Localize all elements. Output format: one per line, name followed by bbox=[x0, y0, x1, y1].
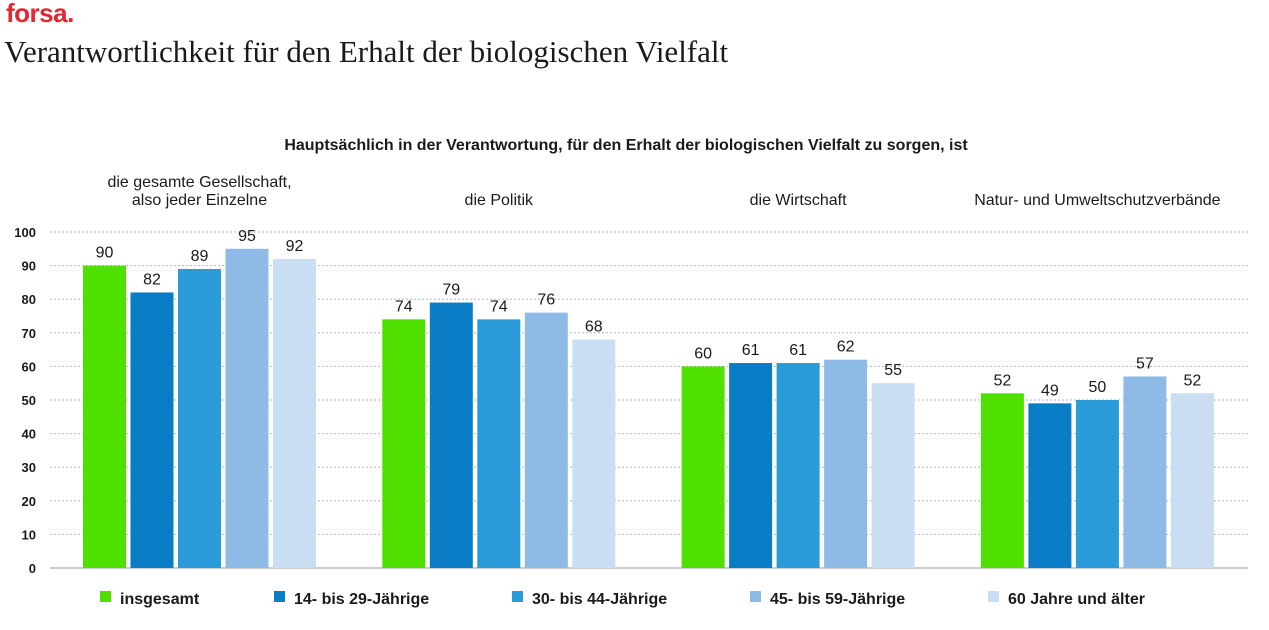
bar bbox=[776, 363, 820, 568]
bar bbox=[178, 268, 221, 568]
y-tick-label: 20 bbox=[22, 494, 36, 509]
y-tick-label: 80 bbox=[22, 292, 36, 307]
legend-swatch bbox=[750, 591, 761, 602]
y-tick-label: 90 bbox=[22, 259, 36, 274]
bar bbox=[572, 339, 616, 568]
data-label: 49 bbox=[1041, 382, 1059, 399]
bar bbox=[273, 258, 316, 568]
bar bbox=[980, 393, 1024, 568]
data-label: 76 bbox=[537, 292, 555, 309]
legend: insgesamt 14- bis 29-Jährige 30- bis 44-Jä… bbox=[100, 591, 1145, 608]
bar bbox=[225, 248, 269, 569]
data-label: 90 bbox=[96, 245, 114, 262]
y-tick-label: 40 bbox=[22, 427, 36, 442]
data-label: 92 bbox=[286, 238, 304, 255]
legend-label: 30- bis 44-Jährige bbox=[532, 591, 667, 608]
bar bbox=[83, 265, 126, 568]
bar bbox=[871, 383, 915, 568]
bar bbox=[1028, 403, 1072, 568]
category-labels: die gesamte Gesellschaft,also jeder Einz… bbox=[107, 174, 1220, 209]
legend-swatch bbox=[512, 591, 523, 602]
y-axis: 0 10 20 30 40 50 60 70 80 90 100 bbox=[14, 225, 36, 576]
data-label: 89 bbox=[191, 248, 209, 265]
data-label: 50 bbox=[1089, 379, 1107, 396]
category-label: Natur- und Umweltschutzverbände bbox=[974, 192, 1220, 209]
bar bbox=[130, 292, 174, 568]
legend-swatch bbox=[100, 591, 111, 602]
data-label: 68 bbox=[585, 319, 603, 336]
data-label: 82 bbox=[143, 271, 161, 288]
bar bbox=[681, 366, 725, 568]
legend-label: 60 Jahre und älter bbox=[1008, 591, 1145, 608]
y-tick-label: 50 bbox=[22, 393, 36, 408]
legend-swatch bbox=[988, 591, 999, 602]
bar bbox=[824, 359, 868, 568]
data-label: 74 bbox=[490, 298, 508, 315]
data-label: 61 bbox=[742, 342, 760, 359]
category-label: die Politik bbox=[465, 192, 534, 209]
legend-swatch bbox=[274, 591, 285, 602]
data-label: 55 bbox=[884, 362, 902, 379]
legend-label: 45- bis 59-Jährige bbox=[770, 591, 905, 608]
data-label: 57 bbox=[1136, 355, 1154, 372]
bar bbox=[429, 302, 473, 568]
legend-label: 14- bis 29-Jährige bbox=[294, 591, 429, 608]
bar bbox=[477, 319, 521, 568]
data-label: 60 bbox=[694, 345, 712, 362]
bar bbox=[1170, 393, 1214, 568]
category-label: die gesamte Gesellschaft, bbox=[107, 174, 291, 191]
data-label: 52 bbox=[1184, 372, 1202, 389]
data-label: 95 bbox=[238, 228, 256, 245]
chart-subtitle: Hauptsächlich in der Verantwortung, für … bbox=[284, 137, 968, 154]
y-tick-label: 30 bbox=[22, 460, 36, 475]
y-tick-label: 100 bbox=[14, 225, 36, 240]
data-label: 62 bbox=[837, 339, 855, 356]
data-label: 74 bbox=[395, 298, 413, 315]
y-tick-label: 0 bbox=[29, 561, 36, 576]
category-label: also jeder Einzelne bbox=[132, 192, 267, 209]
bar bbox=[729, 363, 773, 568]
y-tick-label: 70 bbox=[22, 326, 36, 341]
data-label: 61 bbox=[789, 342, 807, 359]
data-label: 79 bbox=[442, 282, 460, 299]
brand-logo: forsa. bbox=[6, 0, 74, 28]
bar bbox=[1075, 400, 1119, 568]
bars: 90 82 89 95 92 74 79 74 76 68 60 61 61 62 55 52 49 50 57 52 bbox=[83, 228, 1214, 569]
bar bbox=[1123, 376, 1167, 568]
y-tick-label: 60 bbox=[22, 359, 36, 374]
y-tick-label: 10 bbox=[22, 527, 36, 542]
category-label: die Wirtschaft bbox=[750, 192, 847, 209]
page-title: Verantwortlichkeit für den Erhalt der bi… bbox=[4, 34, 729, 69]
data-label: 52 bbox=[994, 372, 1012, 389]
legend-label: insgesamt bbox=[120, 591, 200, 608]
bar bbox=[524, 312, 568, 568]
bar bbox=[382, 319, 426, 568]
